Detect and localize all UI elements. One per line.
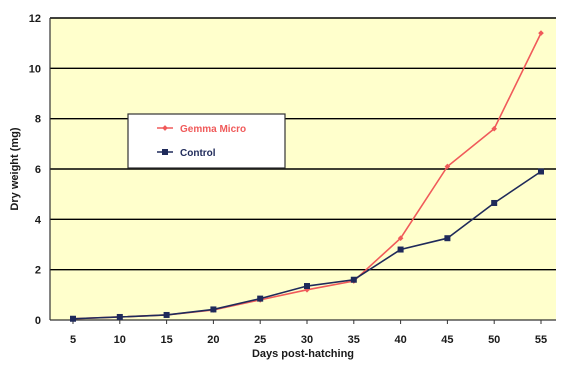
data-point-gemma-micro-40 [397,235,404,242]
data-point-control-15 [163,311,170,318]
y-tick-label-6: 6 [35,164,41,176]
y-tick-label-12: 12 [29,13,41,25]
legend-marker-gemma-micro [162,125,168,131]
legend-label-control: Control [180,148,216,159]
x-axis-title: Days post-hatching [252,348,354,360]
y-tick-label-10: 10 [29,63,41,75]
legend: Gemma Micro Control [127,113,286,169]
x-tick-label-50: 50 [488,334,500,346]
data-point-gemma-micro-55 [538,30,544,36]
data-point-control-10 [116,313,123,320]
data-point-gemma-micro-50 [491,125,498,132]
axes: 0 2 4 6 8 10 12 5 10 15 20 25 30 35 40 45 50 55 [29,13,556,346]
data-point-control-30 [304,283,310,290]
data-point-gemma-micro-45 [444,163,451,170]
data-point-control-40 [397,246,404,253]
data-point-control-25 [257,295,264,302]
legend-marker-control [162,149,168,155]
y-tick-label-4: 4 [35,214,42,226]
y-tick-label-8: 8 [35,114,41,126]
x-tick-label-55: 55 [535,334,547,346]
x-tick-label-20: 20 [207,334,219,346]
x-tick-label-40: 40 [394,334,406,346]
data-point-control-55 [538,168,544,175]
x-tick-label-5: 5 [70,334,76,346]
x-tick-label-25: 25 [254,334,266,346]
legend-box [127,113,286,169]
data-point-control-50 [491,199,498,206]
data-point-control-45 [444,235,451,242]
data-point-control-35 [350,276,357,283]
data-point-control-5 [70,315,76,322]
data-point-control-20 [210,306,217,313]
y-axis-title: Dry weight (mg) [9,127,21,210]
x-tick-label-15: 15 [160,334,172,346]
x-tick-label-30: 30 [301,334,313,346]
y-tick-label-0: 0 [35,315,41,327]
series-group [70,30,544,322]
x-tick-label-35: 35 [348,334,360,346]
legend-label-gemma-micro: Gemma Micro [180,124,246,135]
x-tick-label-10: 10 [114,334,126,346]
x-tick-label-45: 45 [441,334,453,346]
y-tick-label-2: 2 [35,265,41,277]
